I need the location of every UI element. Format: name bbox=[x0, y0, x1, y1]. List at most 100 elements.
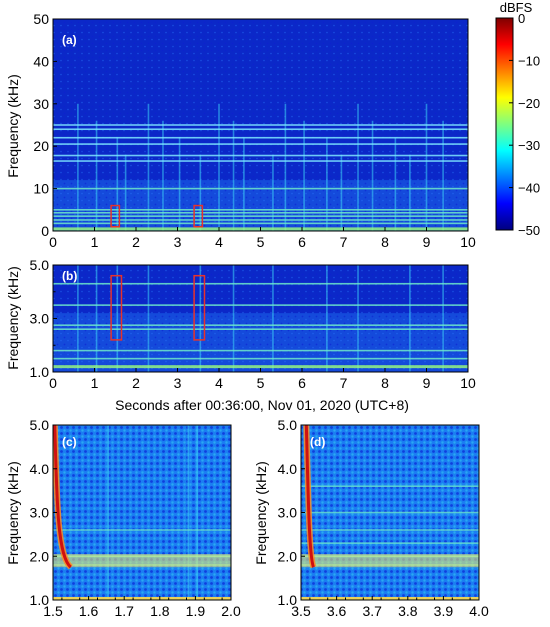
spectrogram-b-axes: 0 1 2 3 4 5 6 7 8 9 10 1.0 3.0 5.0 bbox=[30, 257, 476, 391]
transient-streak bbox=[147, 103, 150, 231]
x-tick-label: 4 bbox=[215, 234, 223, 250]
transient-streak bbox=[340, 154, 343, 231]
panel-b: (b) 0 1 2 3 4 5 6 7 8 9 10 1.0 3.0 5.0 Frequency (kHz… bbox=[5, 257, 476, 413]
transient-streak bbox=[77, 103, 79, 231]
x-tick-label: 1.8 bbox=[150, 603, 170, 619]
panel-c-label: (c) bbox=[62, 435, 77, 449]
x-tick-label: 9 bbox=[423, 234, 431, 250]
spectrogram-c-axes: 1.5 1.6 1.7 1.8 1.9 2.0 1.0 2.0 3.0 4.0 5.0 bbox=[30, 417, 241, 619]
x-tick-label: 2 bbox=[132, 234, 140, 250]
colorbar-tick-label: 0 bbox=[518, 11, 525, 26]
x-tick-label: 1.7 bbox=[114, 603, 134, 619]
low-frequency-band bbox=[53, 365, 468, 369]
y-tick-label: 3.0 bbox=[30, 311, 50, 327]
transient-streak bbox=[425, 103, 428, 231]
transient-streak bbox=[394, 137, 397, 231]
panel-b-label: (b) bbox=[62, 269, 77, 283]
x-tick-label: 6 bbox=[298, 234, 306, 250]
spectrogram-a-axes: 0 1 2 3 4 5 6 7 8 9 10 0 10 20 30 40 50 bbox=[33, 11, 476, 250]
tonal-line bbox=[53, 154, 468, 157]
chirp-trace bbox=[53, 425, 72, 569]
y-tick-label: 20 bbox=[33, 138, 49, 154]
transient-streak bbox=[199, 154, 202, 231]
x-tick-label: 10 bbox=[460, 234, 476, 250]
tonal-line bbox=[53, 328, 468, 330]
tonal-line bbox=[53, 211, 468, 214]
y-tick-label: 4.0 bbox=[278, 461, 298, 477]
x-tick-label: 6 bbox=[298, 375, 306, 391]
transient-streak bbox=[371, 120, 374, 231]
tonal-line bbox=[53, 222, 468, 225]
x-tick-label: 1 bbox=[91, 234, 99, 250]
tonal-band bbox=[53, 554, 231, 568]
x-tick-label: 1 bbox=[91, 375, 99, 391]
panel-a-label: (a) bbox=[62, 33, 77, 47]
tonal-line bbox=[53, 529, 231, 531]
y-tick-label: 2.0 bbox=[30, 548, 50, 564]
x-tick-label: 1.5 bbox=[43, 603, 63, 619]
x-tick-label: 1.6 bbox=[79, 603, 99, 619]
transient-streak bbox=[272, 265, 274, 372]
x-tick-label: 3.7 bbox=[362, 603, 382, 619]
tonal-line bbox=[53, 215, 468, 217]
tonal-line bbox=[301, 529, 479, 531]
transient-streak bbox=[357, 103, 359, 231]
y-tick-label: 50 bbox=[33, 11, 49, 27]
tonal-line bbox=[301, 511, 479, 514]
spectrogram-d-axes: 3.5 3.6 3.7 3.8 3.9 4.0 1.0 2.0 3.0 4.0 5.0 bbox=[278, 417, 489, 619]
x-tick-label: 2.0 bbox=[221, 603, 241, 619]
x-tick-label: 9 bbox=[423, 375, 431, 391]
transient-streak bbox=[357, 265, 359, 372]
transient-streak bbox=[442, 120, 444, 231]
panel-a: (a) 0 1 2 3 4 5 6 7 8 9 10 0 10 20 30 40 50 Frequency (k… bbox=[5, 11, 476, 250]
transient-streak bbox=[326, 137, 328, 231]
x-tick-label: 7 bbox=[340, 375, 348, 391]
transient-streak bbox=[162, 120, 164, 231]
transient-streak bbox=[116, 265, 119, 372]
y-tick-label: 30 bbox=[33, 96, 49, 112]
transient-streak bbox=[284, 103, 287, 231]
x-tick-label: 0 bbox=[49, 234, 57, 250]
x-tick-label: 4 bbox=[215, 375, 223, 391]
transient-streak bbox=[116, 137, 119, 231]
transient-streak bbox=[199, 265, 202, 372]
y-tick-label: 1.0 bbox=[30, 364, 50, 380]
tonal-band bbox=[301, 554, 479, 568]
panel-c-ylabel: Frequency (kHz) bbox=[5, 461, 21, 564]
transient-streak bbox=[95, 120, 98, 231]
y-tick-label: 0 bbox=[41, 223, 49, 239]
tonal-line bbox=[53, 124, 468, 126]
spectrogram-c-plot bbox=[53, 425, 231, 600]
x-tick-label: 0 bbox=[49, 375, 57, 391]
colorbar-tick-label: −20 bbox=[518, 96, 540, 111]
tonal-line bbox=[53, 219, 468, 221]
x-tick-label: 3.9 bbox=[434, 603, 454, 619]
x-tick-label: 5 bbox=[257, 234, 265, 250]
x-tick-label: 8 bbox=[381, 234, 389, 250]
y-tick-label: 2.0 bbox=[278, 548, 298, 564]
spectrogram-d-plot bbox=[301, 425, 479, 600]
y-tick-label: 40 bbox=[33, 53, 49, 69]
colorbar-title: dBFS bbox=[500, 0, 533, 15]
colorbar-tick-label: −50 bbox=[518, 223, 540, 238]
y-tick-label: 3.0 bbox=[278, 505, 298, 521]
transient-streak bbox=[147, 265, 150, 372]
panel-b-xlabel: Seconds after 00:36:00, Nov 01, 2020 (UT… bbox=[115, 397, 409, 413]
tonal-line bbox=[53, 282, 468, 285]
transient-streak bbox=[124, 154, 127, 231]
transient-streak bbox=[409, 154, 411, 231]
transient-streak bbox=[218, 103, 220, 231]
transient-streak bbox=[326, 265, 328, 372]
x-tick-label: 3 bbox=[174, 234, 182, 250]
y-tick-label: 1.0 bbox=[278, 592, 298, 608]
x-tick-label: 1.9 bbox=[186, 603, 206, 619]
panel-a-ylabel: Frequency (kHz) bbox=[5, 74, 21, 177]
transient-streak bbox=[442, 265, 444, 372]
tonal-line bbox=[53, 304, 468, 306]
panel-c: (c) 1.5 1.6 1.7 1.8 1.9 2.0 1.0 2.0 3.0 4.0 5.0 Fr… bbox=[5, 417, 241, 619]
transient-streak bbox=[303, 120, 305, 231]
transient-streak bbox=[243, 137, 245, 231]
x-tick-label: 3.6 bbox=[327, 603, 347, 619]
y-tick-label: 1.0 bbox=[30, 592, 50, 608]
tonal-line bbox=[53, 128, 468, 131]
